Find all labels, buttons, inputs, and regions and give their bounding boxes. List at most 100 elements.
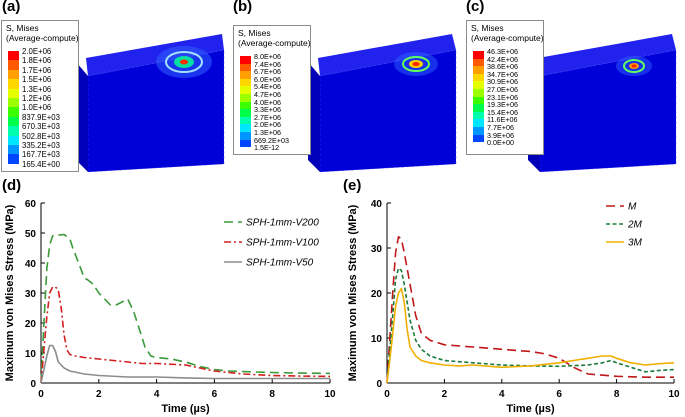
legend-label: SPH-1mm-V100 xyxy=(246,238,319,249)
legend-level: 1.5E+06 xyxy=(22,75,52,85)
legend-level: 3.3E+06 xyxy=(254,105,281,115)
legend-swatch xyxy=(473,51,484,59)
y-tick-label: 0 xyxy=(376,379,382,390)
y-tick-label: 50 xyxy=(25,229,37,240)
y-tick-label: 30 xyxy=(371,244,383,255)
legend-label: M xyxy=(628,202,637,213)
y-tick-label: 0 xyxy=(30,379,36,390)
legend-level: 167.7E+03 xyxy=(22,150,60,160)
x-tick-label: 2 xyxy=(442,389,448,400)
legend-subtitle-b: (Average-compute) xyxy=(238,38,311,48)
legend-swatch xyxy=(240,139,251,148)
y-axis-label: Maximum von Mises Stress (MPa) xyxy=(347,204,359,381)
legend-swatch xyxy=(240,71,251,80)
stress-zone-core xyxy=(412,62,420,66)
legend-swatch xyxy=(473,104,484,113)
legend-level: 1.3E+06 xyxy=(254,128,281,137)
series-line-SPH-1mm-V50 xyxy=(40,344,330,384)
legend-level: 1.7E+06 xyxy=(22,65,52,75)
fe-block-b xyxy=(308,34,457,172)
panel-label-c: (c) xyxy=(466,0,485,15)
legend-level: 837.9E+03 xyxy=(22,112,60,122)
legend-subtitle-a: (Average-compute) xyxy=(6,33,79,43)
legend-swatch xyxy=(473,134,484,143)
panel-label-d: (d) xyxy=(2,177,22,194)
legend-label: SPH-1mm-V200 xyxy=(246,218,319,229)
contour-legend-b: S, Mises (Average-compute) 8.0E+06 7.4E+0… xyxy=(233,25,311,155)
legend-swatch xyxy=(473,89,484,97)
legend-swatch xyxy=(240,124,251,133)
legend-swatch xyxy=(473,119,484,128)
panel-label-a: (a) xyxy=(2,0,21,15)
legend-level: 7.4E+06 xyxy=(254,59,281,69)
y-tick-label: 60 xyxy=(25,199,37,210)
y-tick-label: 40 xyxy=(25,259,37,270)
legend-title-b: S, Mises xyxy=(238,28,271,38)
panel-label-b: (b) xyxy=(233,0,253,15)
legend-swatch xyxy=(8,79,19,89)
legend-level: 5.4E+06 xyxy=(254,82,281,92)
legend-level: 1.5E-12 xyxy=(254,143,280,153)
x-tick-label: 4 xyxy=(154,389,160,400)
legend-level: 15.4E+06 xyxy=(487,107,518,117)
y-tick-label: 40 xyxy=(371,199,383,210)
legend-swatch xyxy=(8,69,19,80)
legend-level: 0.0E+00 xyxy=(487,138,514,148)
y-tick-label: 10 xyxy=(371,334,383,345)
legend-swatch xyxy=(8,126,19,136)
legend-level: 4.7E+06 xyxy=(254,90,281,99)
legend-swatch xyxy=(240,63,251,72)
block-top-face xyxy=(86,34,224,76)
legend-swatch xyxy=(473,58,484,67)
stress-zone-core xyxy=(631,64,637,68)
legend-swatch xyxy=(240,86,251,95)
legend-level: 165.4E+00 xyxy=(22,159,60,169)
legend-subtitle-c: (Average-compute) xyxy=(471,33,544,43)
legend-level: 2.0E+06 xyxy=(254,120,281,130)
block-side-face xyxy=(308,62,320,172)
y-axis-label: Maximum von Mises Stress (MPa) xyxy=(4,204,16,381)
legend-swatch xyxy=(8,145,19,155)
legend-level: 4.0E+06 xyxy=(254,97,281,107)
legend-swatch xyxy=(240,78,251,87)
series-line-SPH-1mm-V100 xyxy=(40,286,331,384)
y-tick-label: 20 xyxy=(371,289,383,300)
legend-swatch xyxy=(240,132,251,140)
legend-level: 2.0E+06 xyxy=(22,47,52,56)
block-top-face xyxy=(538,34,676,76)
legend-level: 42.4E+06 xyxy=(487,54,518,64)
legend-swatch xyxy=(240,101,251,110)
x-tick-label: 8 xyxy=(269,389,275,400)
legend-level: 502.8E+03 xyxy=(22,131,60,141)
x-tick-label: 0 xyxy=(384,389,390,400)
legend-level: 7.7E+06 xyxy=(487,123,514,132)
legend-label: SPH-1mm-V50 xyxy=(246,258,314,269)
legend-level: 6.7E+06 xyxy=(254,67,281,77)
legend-level: 1.2E+06 xyxy=(22,94,52,103)
stress-zone-core xyxy=(180,59,188,65)
legend-level: 335.2E+03 xyxy=(22,141,60,150)
legend-level: 38.6E+06 xyxy=(487,62,518,72)
series-line-2M xyxy=(386,267,675,384)
contour-legend-c: S, Mises (Average-compute) 46.3E+06 42.4E… xyxy=(466,20,544,155)
legend-level: 11.6E+06 xyxy=(487,115,518,125)
legend-swatch xyxy=(8,98,19,108)
legend-swatch xyxy=(8,107,19,118)
legend-level: 34.7E+06 xyxy=(487,69,518,79)
stress-zone-ring xyxy=(165,51,203,73)
y-tick-label: 30 xyxy=(25,289,37,300)
legend-swatch xyxy=(473,73,484,82)
x-tick-label: 8 xyxy=(614,389,620,400)
legend-swatch xyxy=(240,116,251,125)
legend-swatch xyxy=(473,81,484,90)
legend-level: 669.2E+03 xyxy=(254,135,289,145)
legend-swatch xyxy=(473,96,484,105)
legend-level: 1.0E+06 xyxy=(22,103,52,113)
legend-label: 3M xyxy=(628,238,643,249)
legend-title-a: S, Mises xyxy=(6,23,39,33)
legend-swatch xyxy=(240,94,251,102)
legend-title-c: S, Mises xyxy=(471,23,504,33)
fe-block-a xyxy=(76,34,225,172)
legend-swatch xyxy=(473,66,484,75)
block-top-face xyxy=(318,34,456,76)
